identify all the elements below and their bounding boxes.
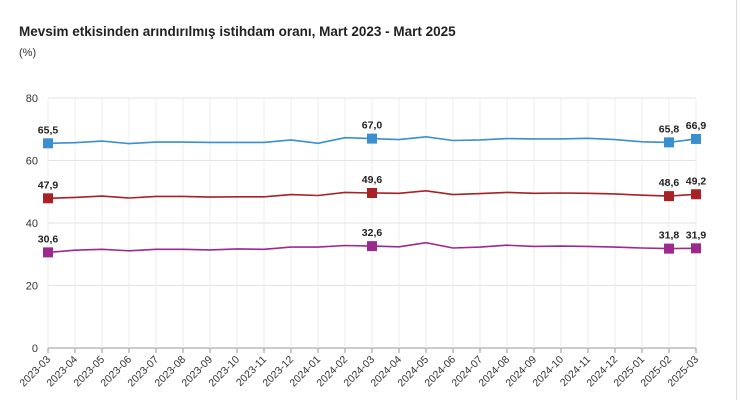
data-label: 47,9: [38, 179, 59, 191]
data-label: 31,9: [686, 229, 707, 241]
data-label: 32,6: [362, 227, 383, 239]
y-tick-label: 60: [26, 156, 38, 168]
data-label: 67,0: [362, 120, 383, 132]
data-label: 65,8: [659, 123, 680, 135]
data-label: 30,6: [38, 233, 59, 245]
grid-layer: [47, 97, 697, 349]
data-label-layer: 65,5 67,0 65,8 66,9 47,9 49,6 48,6 49,2 30,6 32,6…: [38, 120, 707, 246]
data-label: 31,8: [659, 230, 680, 242]
y-tick-label: 40: [26, 218, 38, 230]
frame-divider: [736, 0, 737, 400]
series-marker-1: [367, 133, 377, 144]
y-tick-label: 20: [26, 281, 38, 293]
data-label: 48,6: [659, 177, 680, 189]
y-axis-unit: (%): [19, 47, 37, 59]
series-marker-3: [43, 247, 53, 258]
data-label: 65,5: [38, 124, 59, 136]
series-marker-3: [367, 241, 377, 252]
chart-title: Mevsim etkisinden arındırılmış istihdam …: [19, 24, 456, 39]
series-marker-2: [43, 193, 53, 204]
series-marker-1: [691, 133, 701, 144]
series-marker-1: [664, 137, 674, 148]
y-tick-label: 0: [32, 343, 38, 355]
series-marker-3: [691, 243, 701, 254]
series-marker-3: [664, 243, 674, 254]
series-marker-2: [691, 189, 701, 200]
series-marker-2: [664, 191, 674, 202]
data-label: 49,6: [362, 174, 383, 186]
data-label: 66,9: [686, 120, 707, 132]
series-marker-2: [367, 188, 377, 198]
series-marker-1: [43, 138, 53, 149]
series-layer: [43, 133, 701, 258]
y-tick-label: 80: [26, 93, 38, 105]
data-label: 49,2: [686, 175, 707, 187]
